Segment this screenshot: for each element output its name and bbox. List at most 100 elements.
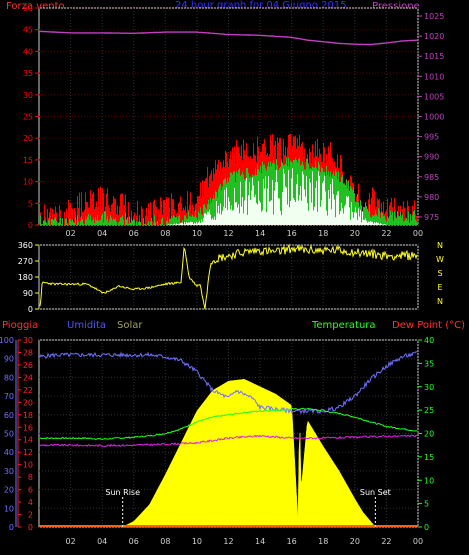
- rain-tick-label: 24: [23, 373, 33, 382]
- rain-tick-label: 4: [28, 498, 33, 507]
- humidity-tick-label: 50: [4, 430, 14, 439]
- rain-tick-label: 8: [28, 473, 33, 482]
- pressure-tick-label: 975: [424, 213, 439, 222]
- pressure-tick-label: 990: [424, 153, 439, 162]
- thermo-x-tick-label: 12: [223, 537, 233, 546]
- wind-tick-label: 20: [23, 134, 33, 143]
- temperature-tick-label: 0: [424, 523, 429, 532]
- thermo-x-tick-label: 14: [255, 537, 265, 546]
- temperature-tick-label: 20: [424, 430, 434, 439]
- temperature-tick-label: 5: [424, 500, 429, 509]
- humidity-tick-label: 20: [4, 486, 14, 495]
- wind-tick-label: 40: [23, 47, 33, 56]
- rain-tick-label: 0: [28, 523, 33, 532]
- wind-tick-label: 5: [28, 199, 33, 208]
- pressure-tick-label: 995: [424, 133, 439, 142]
- pressure-tick-label: 985: [424, 173, 439, 182]
- thermo-x-tick-label: 00: [413, 537, 423, 546]
- humidity-tick-label: 90: [4, 355, 14, 364]
- humidity-axis-label: Umidita: [67, 320, 107, 331]
- temperature-tick-label: 30: [424, 383, 434, 392]
- compass-label: E: [437, 283, 442, 292]
- humidity-tick-label: 40: [4, 448, 14, 457]
- thermo-x-tick-label: 04: [97, 537, 107, 546]
- temperature-line: [39, 407, 418, 440]
- wind-x-tick-label: 06: [129, 229, 139, 238]
- thermo-x-tick-label: 18: [318, 537, 328, 546]
- humidity-tick-label: 0: [9, 523, 14, 532]
- pressure-tick-label: 1000: [424, 113, 444, 122]
- thermo-x-tick-label: 08: [160, 537, 170, 546]
- wind-speed-axis-label: Forza vento: [6, 1, 65, 12]
- compass-label: W: [436, 255, 444, 264]
- wind-x-tick-label: 20: [350, 229, 360, 238]
- temperature-tick-label: 35: [424, 359, 434, 368]
- rain-tick-label: 2: [28, 511, 33, 520]
- wind-tick-label: 30: [23, 91, 33, 100]
- direction-tick-label: 0: [28, 305, 33, 314]
- pressure-tick-label: 1020: [424, 32, 444, 41]
- rain-tick-label: 6: [28, 486, 33, 495]
- wind-tick-label: 0: [28, 221, 33, 230]
- rain-tick-label: 10: [23, 461, 33, 470]
- temperature-axis-label: Temperatura: [312, 320, 376, 331]
- wind-tick-label: 35: [23, 69, 33, 78]
- temperature-tick-label: 25: [424, 406, 434, 415]
- thermo-x-tick-label: 06: [129, 537, 139, 546]
- direction-tick-label: 180: [18, 273, 33, 282]
- wind-x-tick-label: 10: [192, 229, 202, 238]
- temperature-tick-label: 15: [424, 453, 434, 462]
- wind-x-tick-label: 22: [381, 229, 391, 238]
- pressure-tick-label: 1025: [424, 12, 444, 21]
- humidity-tick-label: 80: [4, 373, 14, 382]
- wind-x-tick-label: 16: [287, 229, 297, 238]
- wind-x-tick-label: 00: [413, 229, 423, 238]
- temperature-tick-label: 40: [424, 336, 434, 345]
- pressure-tick-label: 1005: [424, 92, 444, 101]
- pressure-line: [38, 30, 418, 46]
- sun-marker-label: Sun Set: [360, 488, 391, 497]
- wind-x-tick-label: 02: [65, 229, 75, 238]
- thermo-x-tick-label: 22: [381, 537, 391, 546]
- solar-area: [121, 379, 377, 528]
- wind-direction-line: [39, 243, 418, 310]
- rain-tick-label: 26: [23, 361, 33, 370]
- wind-tick-label: 15: [23, 156, 33, 165]
- rain-tick-label: 18: [23, 411, 33, 420]
- pressure-tick-label: 1015: [424, 52, 444, 61]
- rain-tick-label: 28: [23, 348, 33, 357]
- direction-tick-label: 360: [18, 241, 33, 250]
- direction-tick-label: 90: [23, 289, 33, 298]
- rain-tick-label: 16: [23, 423, 33, 432]
- humidity-line: [39, 351, 418, 415]
- compass-label: N: [437, 297, 443, 306]
- rain-tick-label: 30: [23, 336, 33, 345]
- thermo-x-tick-label: 10: [192, 537, 202, 546]
- pressure-axis-label: Pressione: [372, 1, 420, 12]
- wind-x-tick-label: 18: [318, 229, 328, 238]
- humidity-tick-label: 10: [4, 504, 14, 513]
- humidity-tick-label: 30: [4, 467, 14, 476]
- sun-marker-label: Sun Rise: [105, 488, 140, 497]
- compass-label: S: [437, 269, 442, 278]
- rain-axis-label: Pioggia: [2, 320, 39, 331]
- wind-tick-label: 45: [23, 26, 33, 35]
- wind-x-tick-label: 14: [255, 229, 265, 238]
- compass-label: N: [437, 241, 443, 250]
- rain-tick-label: 12: [23, 448, 33, 457]
- wind-tick-label: 50: [23, 4, 33, 13]
- humidity-tick-label: 60: [4, 411, 14, 420]
- wind-tick-label: 10: [23, 178, 33, 187]
- pressure-tick-label: 980: [424, 193, 439, 202]
- rain-tick-label: 22: [23, 386, 33, 395]
- thermo-x-tick-label: 20: [350, 537, 360, 546]
- wind-tick-label: 25: [23, 113, 33, 122]
- pressure-tick-label: 1010: [424, 72, 444, 81]
- dewpoint-axis-label: Dew Point (°C): [392, 320, 466, 331]
- humidity-tick-label: 100: [0, 336, 14, 345]
- thermo-x-tick-label: 16: [287, 537, 297, 546]
- chart-title: 24 hour graph for 04 Giugno 2015: [175, 0, 347, 11]
- wind-speed-bars: [40, 134, 418, 225]
- wind-x-tick-label: 08: [160, 229, 170, 238]
